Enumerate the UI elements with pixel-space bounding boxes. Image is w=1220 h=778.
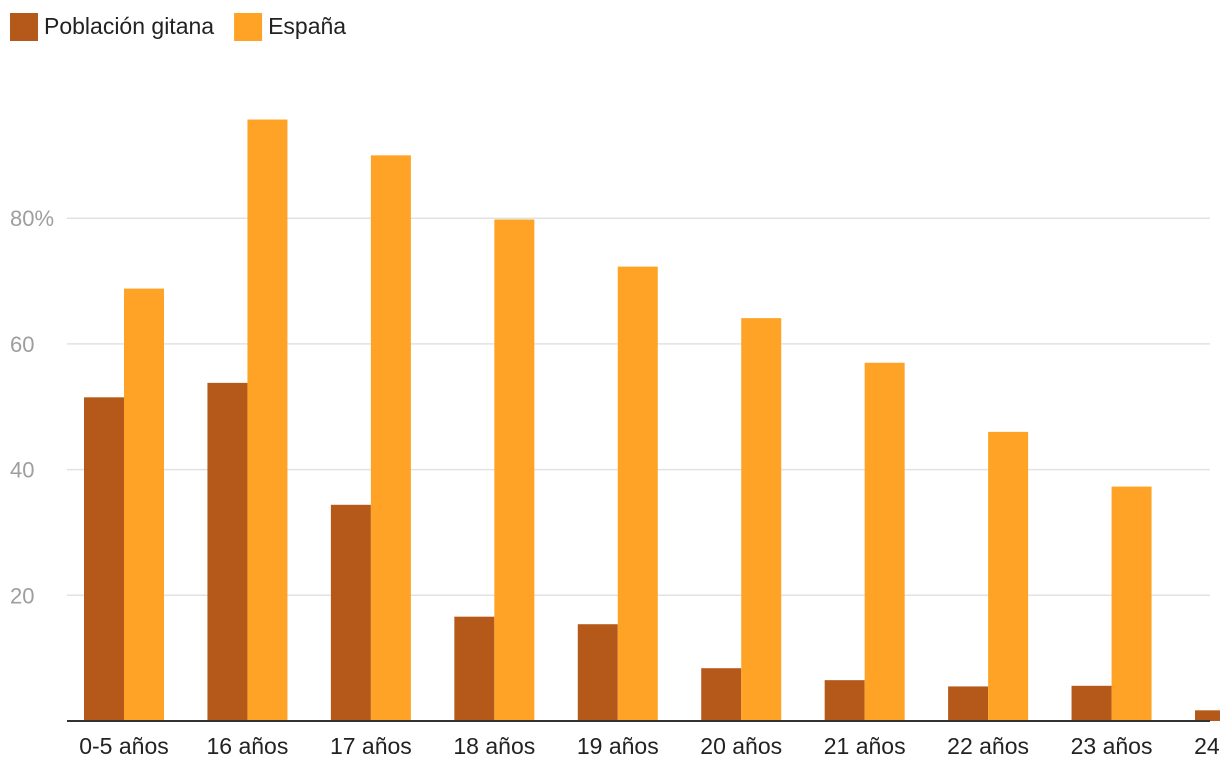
bar-gitana-3 [330,504,371,721]
bar-espana-4 [494,219,535,721]
bar-gitana-5 [577,624,618,721]
y-tick-label-80: 80% [10,206,54,231]
x-tick-label-8: 22 años [947,733,1029,759]
bar-espana-8 [988,431,1029,721]
legend-swatch-2 [234,13,263,41]
x-tick-label-10: 24 años [1194,733,1220,759]
x-tick-label-3: 17 años [330,733,412,759]
y-tick-label-20: 20 [10,583,34,608]
bar-espana-7 [864,362,905,721]
x-tick-label-9: 23 años [1071,733,1153,759]
y-tick-label-40: 40 [10,458,34,483]
x-tick-label-6: 20 años [700,733,782,759]
bar-espana-5 [617,266,658,721]
bar-gitana-6 [701,668,742,721]
x-tick-label-2: 16 años [207,733,289,759]
legend: Población gitana España [10,13,346,41]
legend-label-2: España [268,13,346,39]
legend-swatch-1 [10,13,38,41]
y-axis-ticks: 20 40 60 80% [10,206,54,608]
x-tick-label-1: 0-5 años [79,733,169,759]
bar-espana-1 [124,288,164,721]
bar-gitana-8 [948,686,989,721]
bar-espana-2 [247,119,288,721]
bar-gitana-1 [84,397,124,721]
bars [84,119,1220,722]
bar-gitana-2 [207,382,248,721]
bar-gitana-10 [1195,710,1220,721]
x-axis-categories: 0-5 años 16 años 17 años 18 años 19 años 20 a… [79,733,1220,759]
bar-gitana-7 [824,680,865,721]
bar-gitana-9 [1071,685,1112,721]
legend-label-1: Población gitana [44,13,214,39]
bar-gitana-4 [454,616,495,721]
x-tick-label-7: 21 años [824,733,906,759]
bar-espana-3 [370,155,411,722]
bar-espana-6 [741,318,782,721]
bar-espana-9 [1111,486,1152,721]
x-tick-label-5: 19 años [577,733,659,759]
x-tick-label-4: 18 años [453,733,535,759]
y-tick-label-60: 60 [10,332,34,357]
